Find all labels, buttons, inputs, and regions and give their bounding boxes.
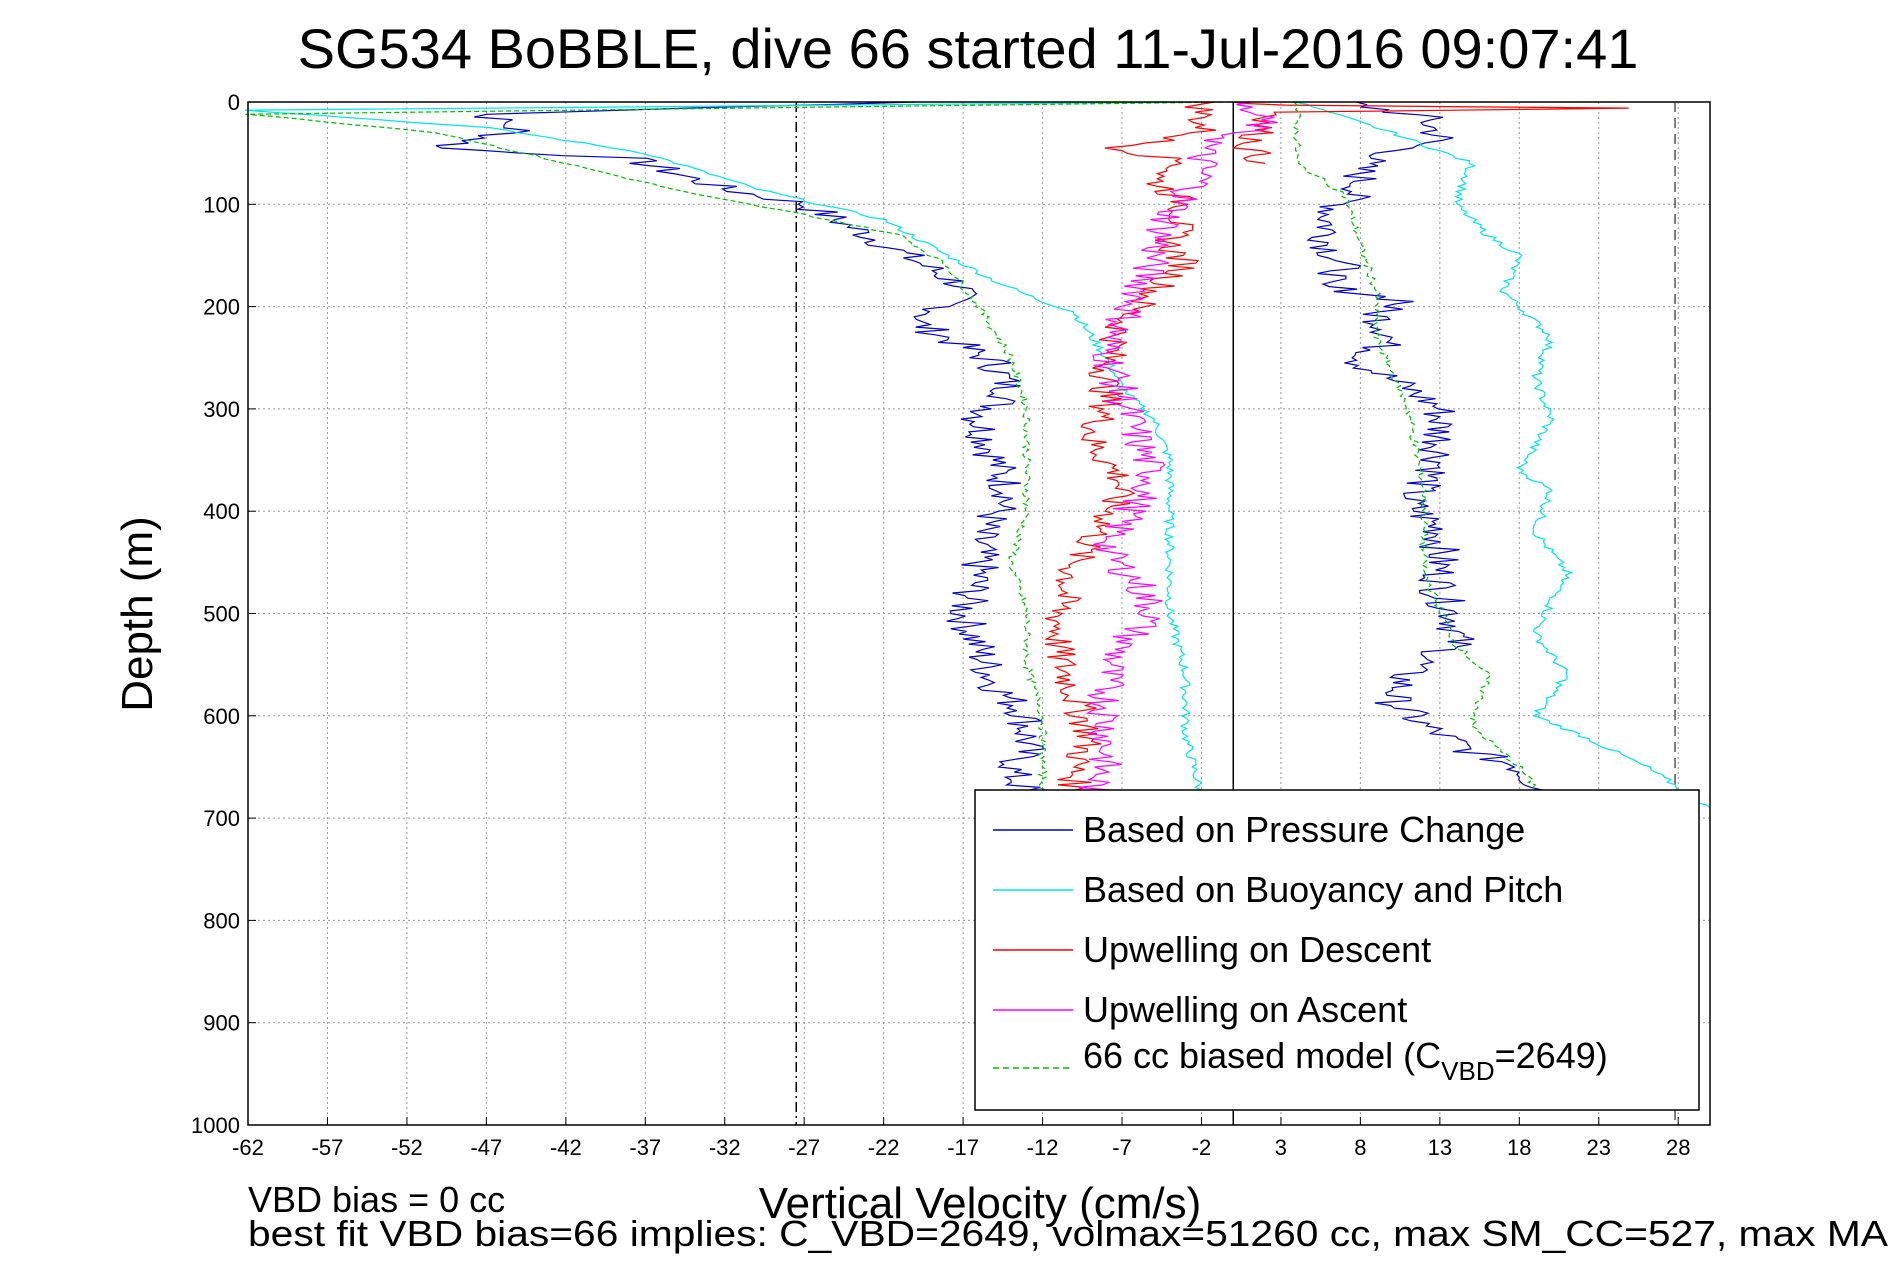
x-tick-label: -62 [232, 1135, 264, 1160]
x-tick-label: 18 [1507, 1135, 1531, 1160]
y-axis-ticks: 0 100 200 300 400 500 600 700 800 900 1000 [191, 90, 256, 1138]
series-line-3 [1078, 101, 1278, 799]
series-line-4 [245, 101, 1232, 809]
y-tick-label: 1000 [191, 1113, 240, 1138]
y-tick-label: 500 [203, 602, 240, 627]
y-tick-label: 800 [203, 908, 240, 933]
x-tick-label: -7 [1112, 1135, 1132, 1160]
legend-label-1: Based on Buoyancy and Pitch [1083, 869, 1563, 910]
series-line-0 [435, 101, 1045, 793]
y-tick-label: 100 [203, 192, 240, 217]
x-tick-label: -17 [947, 1135, 979, 1160]
series-line-1 [244, 101, 1204, 799]
legend-label-3: Upwelling on Ascent [1083, 989, 1407, 1030]
x-tick-label: -57 [312, 1135, 344, 1160]
best-fit-note: best fit VBD bias=66 implies: C_VBD=2649… [248, 1213, 1888, 1254]
x-tick-label: 23 [1587, 1135, 1611, 1160]
legend: Based on Pressure Change Based on Buoyanc… [974, 789, 1700, 1111]
x-tick-label: -27 [788, 1135, 820, 1160]
legend-label-model: 66 cc biased model (CVBD=2649) [1083, 1035, 1608, 1086]
x-tick-label: -12 [1027, 1135, 1059, 1160]
x-tick-label: -52 [391, 1135, 423, 1160]
legend-items: Based on Pressure Change Based on Buoyanc… [993, 809, 1563, 1030]
y-axis-label: Depth (m) [113, 516, 162, 712]
series-line-1-ascent [1294, 101, 1711, 809]
chart-title: SG534 BoBBLE, dive 66 started 11-Jul-201… [298, 17, 1639, 80]
y-tick-label: 600 [203, 704, 240, 729]
y-tick-label: 900 [203, 1011, 240, 1036]
x-tick-label: 8 [1354, 1135, 1366, 1160]
x-axis-label: Vertical Velocity (cm/s) [759, 1179, 1202, 1228]
x-tick-label: -32 [709, 1135, 741, 1160]
x-axis-ticks: -62 -57 -52 -47 -42 -37 -32 -27 -22 -17 -12 -7 -2 3 8 1… [232, 1117, 1690, 1160]
x-tick-label: 13 [1428, 1135, 1452, 1160]
y-tick-label: 0 [228, 90, 240, 115]
x-tick-label: -42 [550, 1135, 582, 1160]
vbd-bias-note: VBD bias = 0 cc [248, 1179, 505, 1220]
x-tick-label: 28 [1666, 1135, 1690, 1160]
legend-box [974, 789, 1700, 1111]
y-tick-label: 400 [203, 499, 240, 524]
x-tick-label: -47 [470, 1135, 502, 1160]
x-tick-label: 3 [1275, 1135, 1287, 1160]
legend-label-0: Based on Pressure Change [1083, 809, 1525, 850]
y-tick-label: 300 [203, 397, 240, 422]
series-line-4-ascent [1292, 101, 1552, 808]
data-series [244, 101, 1711, 809]
y-tick-label: 200 [203, 295, 240, 320]
x-tick-label: -37 [629, 1135, 661, 1160]
x-tick-label: -2 [1192, 1135, 1212, 1160]
x-tick-label: -22 [868, 1135, 900, 1160]
series-line-2-ascent [1232, 101, 1629, 164]
legend-label-2: Upwelling on Descent [1083, 929, 1431, 970]
y-tick-label: 700 [203, 806, 240, 831]
